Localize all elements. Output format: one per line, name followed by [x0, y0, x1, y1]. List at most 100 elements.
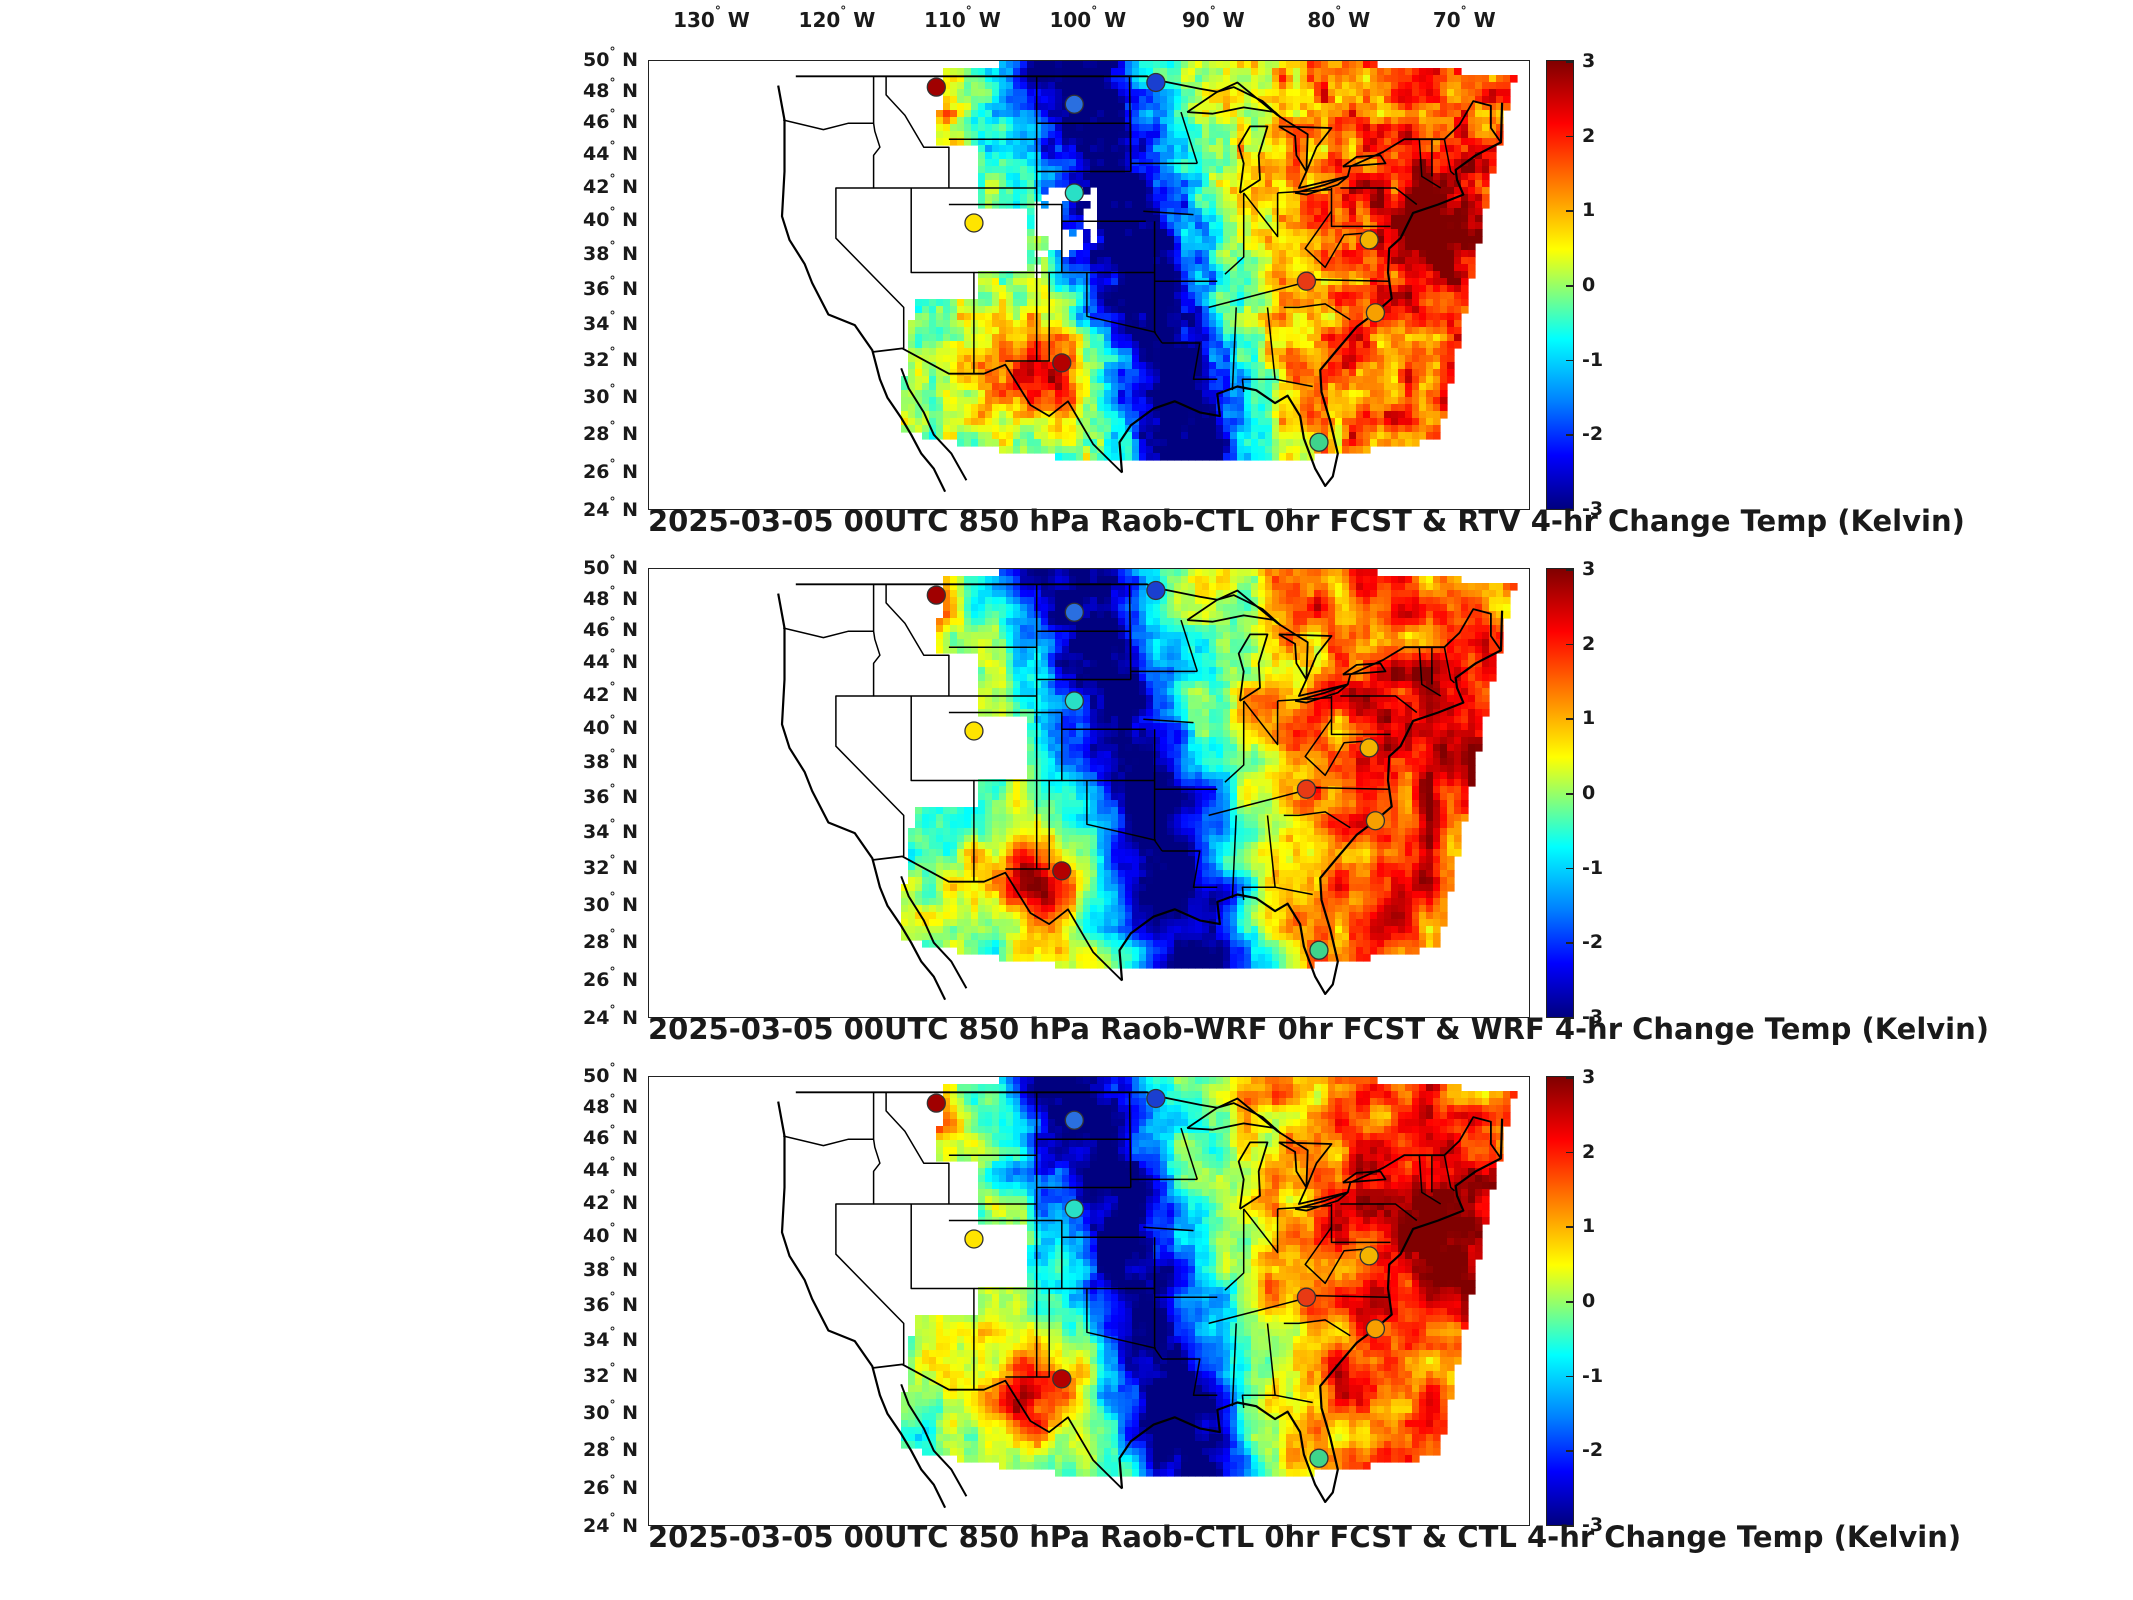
colorbar-tick-label: -1	[1582, 856, 1604, 879]
state-border	[1036, 1288, 1050, 1378]
latitude-tick-label: 26° N	[583, 456, 638, 483]
state-border	[1143, 1226, 1194, 1232]
longitude-tick-label: 80° W	[1307, 4, 1371, 32]
panel-title: 2025-03-05 00UTC 850 hPa Raob-WRF 0hr FC…	[648, 1012, 1990, 1046]
state-border	[1180, 1127, 1199, 1180]
colorbar-tick-mark	[1566, 1226, 1574, 1228]
state-border	[1443, 139, 1455, 176]
raob-station-marker	[1359, 230, 1379, 250]
state-border	[1180, 619, 1199, 672]
gulf-atlantic-coastline	[1118, 1118, 1504, 1503]
state-border	[1330, 188, 1391, 228]
geographic-boundaries	[777, 75, 1504, 493]
latitude-tick-label: 32° N	[583, 853, 638, 880]
raob-station-marker	[1064, 691, 1084, 711]
raob-station-marker	[1365, 1319, 1386, 1339]
latitude-tick-label: 46° N	[583, 107, 638, 134]
latitude-tick-label: 48° N	[583, 75, 638, 102]
latitude-tick-label: 24° N	[583, 1003, 638, 1029]
latitude-tick-label: 30° N	[583, 381, 638, 408]
raob-station-marker	[1309, 432, 1329, 452]
raob-station-marker	[1064, 1110, 1084, 1130]
gulf-of-california-coast	[900, 1383, 968, 1497]
colorbar-tick-mark	[1566, 135, 1574, 138]
temperature-change-map	[777, 569, 1518, 1001]
great-lake-outline	[1278, 633, 1333, 681]
state-border	[910, 696, 975, 882]
colorbar-tick-mark	[1566, 718, 1574, 720]
gulf-atlantic-coastline	[1118, 610, 1504, 995]
raob-station-marker	[1064, 602, 1084, 622]
colorbar-tick-label: 2	[1582, 1140, 1596, 1163]
state-border	[1180, 111, 1199, 164]
state-border	[1153, 729, 1163, 852]
state-border	[1036, 272, 1050, 362]
map-panel-1	[648, 60, 1530, 510]
colorbar-tick-label: 2	[1582, 124, 1596, 147]
latitude-tick-label: 26° N	[583, 964, 638, 991]
state-border	[1277, 696, 1332, 702]
raob-station-marker	[926, 77, 946, 97]
latitude-tick-label: 34° N	[583, 817, 638, 844]
longitude-tick-label: 120° W	[798, 4, 876, 32]
latitude-tick-label: 38° N	[583, 747, 638, 774]
state-border	[1005, 1220, 1038, 1378]
state-border	[910, 188, 975, 374]
great-lake-outline	[1342, 154, 1387, 168]
colorbar-tick-label: 3	[1582, 50, 1596, 72]
great-lake-outline	[1186, 594, 1281, 626]
mexico-border	[872, 855, 1123, 982]
panel-title: 2025-03-05 00UTC 850 hPa Raob-CTL 0hr FC…	[648, 1520, 1962, 1554]
state-border	[910, 1204, 975, 1390]
state-border	[1143, 718, 1194, 724]
west-coastline	[777, 593, 947, 1001]
colorbar-tick-mark	[1566, 1375, 1574, 1378]
longitude-tick-label: 70° W	[1432, 4, 1496, 32]
latitude-tick-label: 40° N	[583, 713, 638, 740]
raob-station-marker	[1146, 72, 1166, 93]
state-border	[1243, 192, 1279, 238]
state-border	[1277, 188, 1332, 194]
colorbar-tick-label: 0	[1582, 782, 1596, 804]
state-border	[783, 627, 874, 639]
colorbar-tick-mark	[1566, 1017, 1574, 1019]
state-border	[1243, 700, 1279, 746]
latitude-tick-label: 50° N	[583, 1061, 638, 1087]
state-border	[1283, 1319, 1351, 1337]
state-border	[1005, 204, 1038, 362]
raob-station-marker	[1309, 1448, 1329, 1468]
great-lake-outline	[1278, 1141, 1333, 1189]
colorbar-tick-mark	[1566, 643, 1574, 646]
state-border	[783, 1135, 874, 1147]
state-border	[1231, 815, 1237, 899]
state-border	[1418, 139, 1442, 189]
raob-station-marker	[964, 721, 984, 741]
state-border	[1224, 1208, 1245, 1291]
raob-stations	[926, 580, 1386, 960]
latitude-tick-label: 32° N	[583, 345, 638, 372]
colorbar-tick-label: -1	[1582, 348, 1604, 371]
colorbar-tick-mark	[1566, 1301, 1574, 1303]
latitude-tick-label: 24° N	[583, 1511, 638, 1537]
raob-station-marker	[1052, 353, 1072, 373]
temperature-field	[901, 1077, 1518, 1477]
colorbar-tick-label: 0	[1582, 274, 1596, 296]
great-lake-outline	[1237, 633, 1269, 702]
latitude-tick-label: 40° N	[583, 1221, 638, 1248]
colorbar-tick-label: 3	[1582, 1066, 1596, 1088]
raob-station-marker	[1309, 940, 1329, 960]
state-border	[1274, 1394, 1313, 1404]
state-border	[1231, 307, 1237, 391]
latitude-tick-label: 42° N	[583, 1187, 638, 1214]
raob-station-marker	[1146, 580, 1166, 601]
longitude-tick-label: 100° W	[1049, 4, 1127, 32]
state-border	[1153, 1237, 1163, 1360]
raob-station-marker	[1052, 861, 1072, 881]
great-lake-outline	[1342, 1170, 1387, 1184]
raob-station-marker	[1365, 303, 1386, 323]
longitude-tick-label: 90° W	[1181, 4, 1245, 32]
colorbar-tick-label: -2	[1582, 931, 1604, 954]
raob-station-marker	[1296, 271, 1317, 291]
temperature-change-map	[777, 61, 1518, 493]
latitude-tick-label: 28° N	[583, 1434, 638, 1461]
